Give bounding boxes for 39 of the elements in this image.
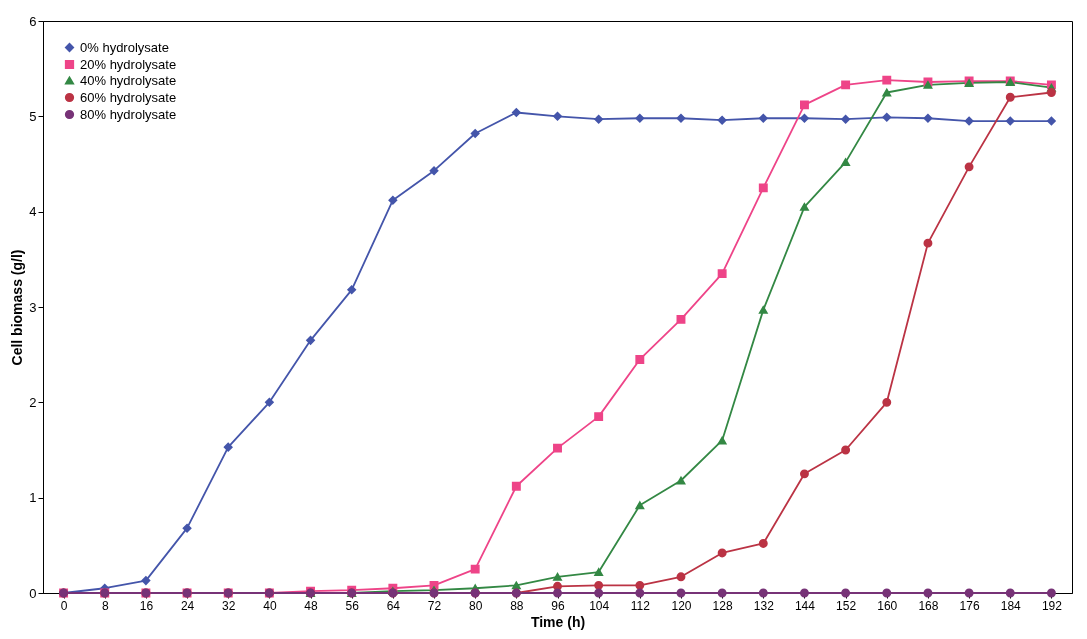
x-tick-label: 176 [959,598,980,613]
y-tick-label: 3 [29,299,37,315]
legend-label: 20% hydrolysate [80,56,177,72]
x-tick-label: 112 [630,598,651,613]
x-tick-label: 48 [304,598,319,613]
x-tick-label: 56 [345,598,360,613]
x-tick-label: 132 [753,598,775,613]
x-tick-label: 72 [427,598,442,613]
x-tick-label: 120 [671,598,692,613]
x-tick-label: 8 [101,598,109,613]
x-tick-label: 64 [386,598,401,613]
x-tick-label: 104 [589,598,610,613]
x-tick-label: 168 [918,598,939,613]
legend-label: 0% hydrolysate [80,39,169,55]
x-tick-label: 192 [1041,598,1063,613]
legend-label: 40% hydrolysate [80,72,177,88]
x-tick-label: 0 [60,598,68,613]
x-axis-title: Time (h) [530,613,586,630]
x-tick-label: 144 [794,598,816,613]
legend-label: 60% hydrolysate [80,89,177,105]
x-tick-label: 40 [263,598,277,613]
y-tick-label: 4 [29,204,37,220]
x-tick-label: 184 [1000,598,1022,613]
y-tick-label: 2 [29,394,37,410]
y-tick-label: 1 [29,490,37,506]
x-tick-label: 80 [469,598,483,613]
x-tick-label: 88 [510,598,524,613]
y-tick-label: 5 [29,108,37,124]
x-tick-label: 152 [836,598,857,613]
x-tick-label: 32 [222,598,236,613]
x-tick-label: 96 [551,598,565,613]
y-axis-title: Cell biomass (g/l) [9,249,26,366]
x-tick-label: 128 [712,598,733,613]
legend-label: 80% hydrolysate [80,106,177,122]
x-tick-label: 16 [139,598,154,613]
x-tick-label: 160 [877,598,898,613]
x-tick-label: 24 [180,598,195,613]
y-tick-label: 6 [29,13,37,29]
y-tick-label: 0 [29,585,37,601]
